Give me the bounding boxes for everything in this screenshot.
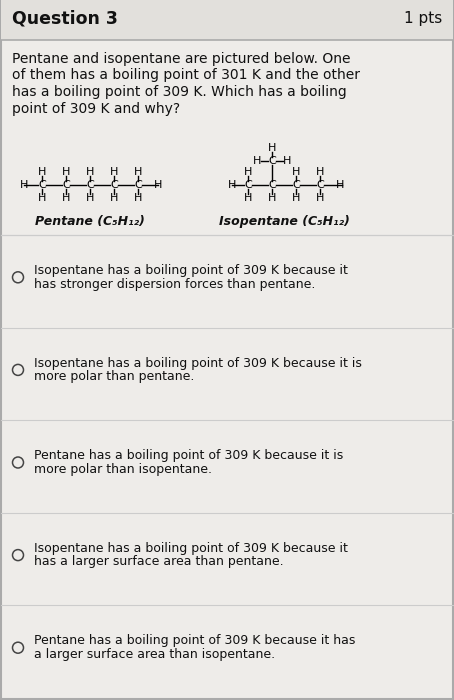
Text: has a boiling point of 309 K. Which has a boiling: has a boiling point of 309 K. Which has … xyxy=(12,85,347,99)
Text: a larger surface area than isopentane.: a larger surface area than isopentane. xyxy=(34,648,275,661)
Text: C: C xyxy=(38,180,46,190)
Text: H: H xyxy=(268,193,276,203)
Text: H: H xyxy=(134,193,142,203)
Text: H: H xyxy=(134,167,142,177)
Text: C: C xyxy=(268,180,276,190)
Text: C: C xyxy=(268,156,276,166)
Text: Isopentane has a boiling point of 309 K because it: Isopentane has a boiling point of 309 K … xyxy=(34,264,348,277)
Text: Question 3: Question 3 xyxy=(12,10,118,28)
Text: Pentane and isopentane are pictured below. One: Pentane and isopentane are pictured belo… xyxy=(12,52,350,66)
Text: H: H xyxy=(292,193,300,203)
Text: more polar than pentane.: more polar than pentane. xyxy=(34,370,194,383)
Text: H: H xyxy=(62,193,70,203)
Text: H: H xyxy=(228,180,237,190)
Text: H: H xyxy=(38,193,46,203)
Text: C: C xyxy=(86,180,94,190)
Text: of them has a boiling point of 301 K and the other: of them has a boiling point of 301 K and… xyxy=(12,69,360,83)
Text: point of 309 K and why?: point of 309 K and why? xyxy=(12,102,180,116)
Text: C: C xyxy=(134,180,142,190)
Text: C: C xyxy=(244,180,252,190)
Text: more polar than isopentane.: more polar than isopentane. xyxy=(34,463,212,476)
Text: C: C xyxy=(110,180,118,190)
Text: H: H xyxy=(110,167,118,177)
Text: 1 pts: 1 pts xyxy=(404,11,442,27)
Text: H: H xyxy=(336,180,344,190)
Text: H: H xyxy=(292,167,300,177)
Text: Isopentane has a boiling point of 309 K because it: Isopentane has a boiling point of 309 K … xyxy=(34,542,348,555)
Text: H: H xyxy=(244,193,252,203)
Text: H: H xyxy=(253,156,261,166)
Text: has a larger surface area than pentane.: has a larger surface area than pentane. xyxy=(34,555,284,568)
Text: Pentane (C₅H₁₂): Pentane (C₅H₁₂) xyxy=(35,214,145,228)
Text: C: C xyxy=(292,180,300,190)
Text: H: H xyxy=(86,167,94,177)
Text: Pentane has a boiling point of 309 K because it has: Pentane has a boiling point of 309 K bec… xyxy=(34,634,355,648)
Text: Pentane has a boiling point of 309 K because it is: Pentane has a boiling point of 309 K bec… xyxy=(34,449,343,462)
Text: H: H xyxy=(244,167,252,177)
Text: H: H xyxy=(153,180,162,190)
Bar xyxy=(1,0,453,40)
Text: Isopentane (C₅H₁₂): Isopentane (C₅H₁₂) xyxy=(218,214,350,228)
Text: H: H xyxy=(62,167,70,177)
Text: H: H xyxy=(110,193,118,203)
Text: H: H xyxy=(38,167,46,177)
Text: H: H xyxy=(86,193,94,203)
Text: C: C xyxy=(316,180,324,190)
Text: C: C xyxy=(62,180,70,190)
Text: H: H xyxy=(268,143,276,153)
Text: H: H xyxy=(316,193,324,203)
Text: H: H xyxy=(316,167,324,177)
Text: has stronger dispersion forces than pentane.: has stronger dispersion forces than pent… xyxy=(34,277,316,290)
Text: H: H xyxy=(283,156,291,166)
Text: Isopentane has a boiling point of 309 K because it is: Isopentane has a boiling point of 309 K … xyxy=(34,357,362,370)
Text: H: H xyxy=(20,180,28,190)
